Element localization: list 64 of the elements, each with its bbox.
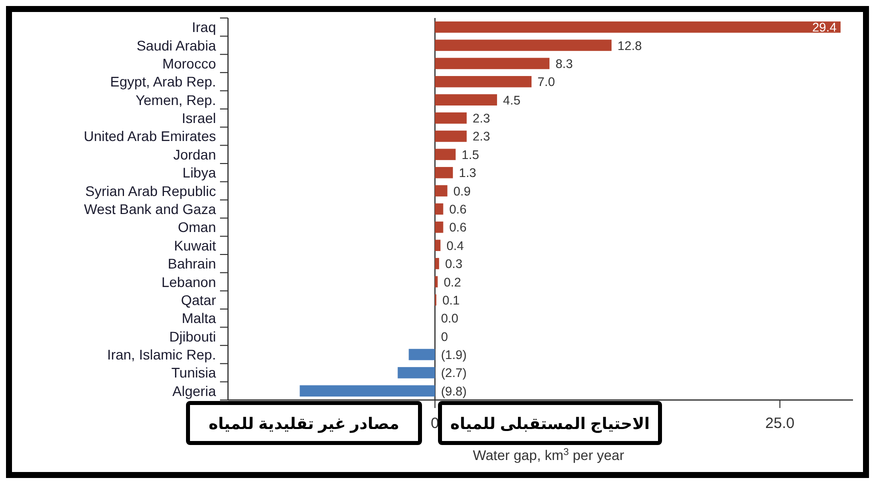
bar xyxy=(434,76,532,88)
data-label: 0.3 xyxy=(445,257,463,272)
bar xyxy=(434,258,440,270)
y-tick-label: Syrian Arab Republic xyxy=(85,182,216,199)
bar xyxy=(398,367,435,378)
y-tick-label: Kuwait xyxy=(174,237,216,254)
bar xyxy=(434,276,438,288)
y-tick-label: Bahrain xyxy=(168,256,216,272)
text: مصادر غير تقليدية للمياه xyxy=(208,416,400,433)
data-label: 0.9 xyxy=(453,184,471,198)
bar xyxy=(434,222,444,233)
y-tick-label: Tunisia xyxy=(171,364,216,381)
y-tick-label: Oman xyxy=(178,219,216,236)
y-tick-label: Israel xyxy=(182,110,216,126)
bar xyxy=(434,240,440,252)
bar xyxy=(434,148,456,160)
data-label: 0.0 xyxy=(440,312,458,326)
y-tick-label: Malta xyxy=(182,310,216,326)
data-label: (9.8) xyxy=(440,384,467,398)
text: الاحتياج المستقبلى للمياه xyxy=(450,416,650,433)
data-label: 0.4 xyxy=(446,238,464,253)
y-tick-label: Qatar xyxy=(180,292,216,308)
x-tick-label: 25.0 xyxy=(765,415,794,432)
bar xyxy=(434,112,467,124)
y-tick-label: Iraq xyxy=(192,19,216,36)
y-tick-label: Libya xyxy=(182,164,216,181)
y-tick-label: Iran, Islamic Rep. xyxy=(107,346,216,363)
data-label: 0 xyxy=(440,330,448,344)
data-label: 0.6 xyxy=(449,220,467,235)
y-tick-label: Egypt, Arab Rep. xyxy=(110,74,216,90)
x-axis-title: Water gap, km$^{3}$ per year xyxy=(472,446,624,463)
data-label: 2.3 xyxy=(472,112,490,126)
data-label: 8.3 xyxy=(555,56,573,71)
y-tick-label: Jordan xyxy=(173,146,216,162)
y-tick-label: Lebanon xyxy=(161,274,216,290)
data-label: 12.8 xyxy=(618,38,642,53)
data-label: (1.9) xyxy=(440,348,467,362)
data-label: 1.3 xyxy=(458,166,476,180)
data-label: 7.0 xyxy=(538,75,555,90)
y-tick-label: Yemen, Rep. xyxy=(136,92,216,108)
bar xyxy=(300,385,435,397)
data-label: 29.4 xyxy=(812,20,837,35)
y-tick-label: Algeria xyxy=(172,382,216,399)
bar xyxy=(434,58,550,70)
data-label: 0.6 xyxy=(449,202,467,216)
y-tick-label: Djibouti xyxy=(169,328,216,344)
bar xyxy=(434,130,467,142)
bar xyxy=(434,94,498,106)
data-label: 0.1 xyxy=(442,293,460,308)
bar xyxy=(434,185,448,196)
bar xyxy=(408,348,435,360)
data-label: (2.7) xyxy=(440,366,467,380)
data-label: 4.5 xyxy=(503,93,520,108)
data-label: 2.3 xyxy=(472,130,490,144)
bar xyxy=(434,21,841,33)
y-tick-label: Saudi Arabia xyxy=(136,37,216,54)
bar xyxy=(434,166,453,178)
bar xyxy=(434,203,444,215)
data-label: 1.5 xyxy=(462,148,480,162)
data-label: 0.2 xyxy=(444,275,462,290)
y-tick-label: Morocco xyxy=(162,55,216,72)
bar xyxy=(434,40,612,51)
y-tick-label: United Arab Emirates xyxy=(84,128,216,144)
y-tick-label: West Bank and Gaza xyxy=(84,201,216,217)
